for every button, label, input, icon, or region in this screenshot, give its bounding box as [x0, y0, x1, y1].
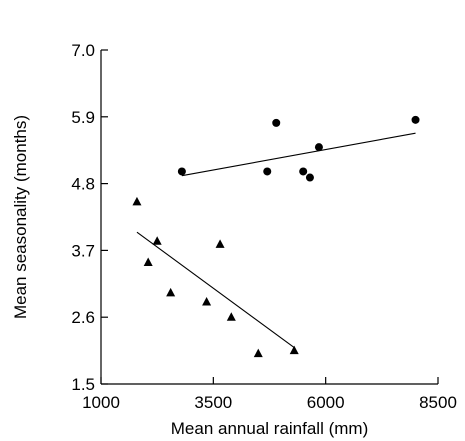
- y-axis-title: Mean seasonality (months): [11, 115, 30, 319]
- y-tick-label: 7.0: [71, 41, 95, 60]
- data-point-circle: [263, 167, 272, 176]
- data-point-circle: [177, 167, 186, 176]
- data-point-circle: [272, 118, 281, 127]
- data-point-circle: [314, 143, 323, 152]
- x-tick-label: 1000: [82, 393, 120, 412]
- fit-line-2: [136, 231, 295, 349]
- fit-line-1: [181, 132, 416, 177]
- data-point-triangle: [166, 287, 176, 297]
- y-tick-label: 4.8: [71, 175, 95, 194]
- data-point-triangle: [215, 239, 225, 248]
- data-point-triangle: [152, 236, 162, 245]
- data-point-triangle: [143, 257, 153, 267]
- data-point-circle: [411, 115, 420, 124]
- data-point-triangle: [202, 297, 212, 306]
- data-point-triangle: [289, 345, 299, 355]
- x-tick-label: 6000: [307, 393, 345, 412]
- data-point-triangle: [226, 312, 236, 321]
- plot-area: 1.5 2.6 3.7 4.8 5.9 7.0 1000 3500 6000 8500: [71, 41, 457, 412]
- y-tick-label: 5.9: [71, 108, 95, 127]
- y-tick-label: 1.5: [71, 375, 95, 394]
- x-tick-label: 8500: [419, 393, 457, 412]
- y-tick-label: 3.7: [71, 241, 95, 260]
- x-tick-label: 3500: [194, 393, 232, 412]
- data-point-circle: [299, 167, 308, 176]
- data-point-triangle: [132, 196, 142, 206]
- y-tick-label: 2.6: [71, 308, 95, 327]
- data-point-circle: [305, 173, 314, 182]
- x-axis-title: Mean annual rainfall (mm): [171, 419, 368, 438]
- data-point-triangle: [253, 348, 263, 358]
